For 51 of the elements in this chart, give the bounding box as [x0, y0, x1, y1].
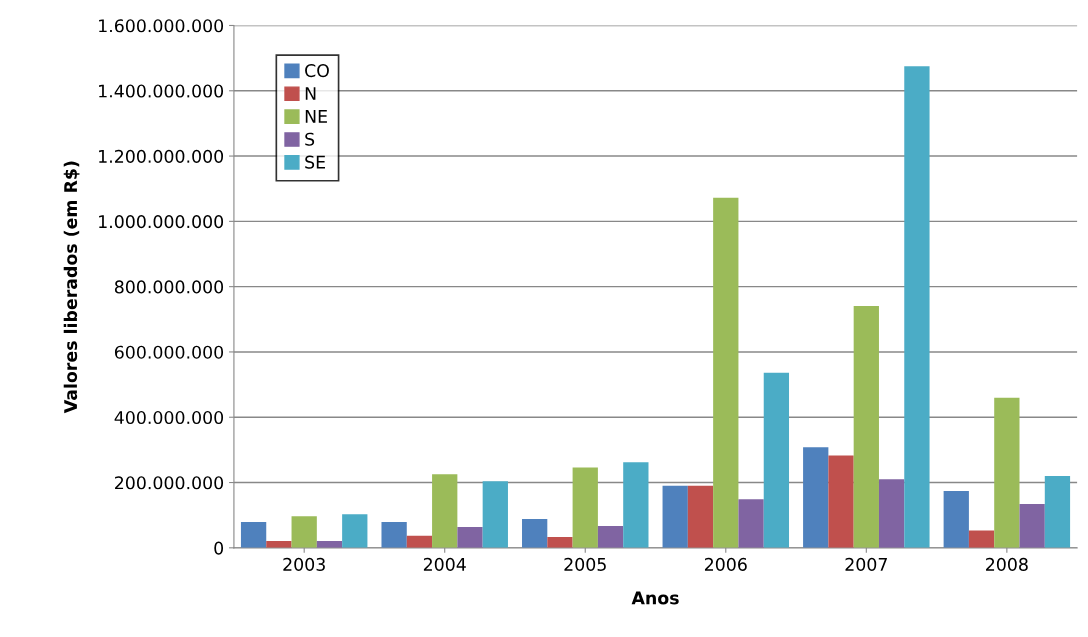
bar: [432, 474, 458, 548]
bar: [266, 540, 292, 548]
y-tick-label: 1.400.000.000: [99, 84, 224, 98]
bar: [662, 485, 688, 548]
y-tick-label: 600.000.000: [114, 345, 224, 359]
y-tick-label: 0: [214, 541, 224, 555]
y-tick-label: 400.000.000: [114, 410, 224, 425]
bar: [943, 491, 969, 548]
bar: [738, 499, 764, 548]
bar: [597, 525, 624, 548]
bar: [968, 530, 995, 548]
legend-label: N: [305, 87, 316, 100]
bar: [1019, 504, 1045, 548]
bar: [522, 519, 548, 548]
bar: [572, 467, 598, 548]
bar: [763, 372, 790, 548]
bar: [803, 447, 829, 548]
bar: [482, 481, 508, 548]
bar: [878, 479, 905, 548]
x-tick-label: 2004: [423, 557, 466, 571]
y-tick-label: 800.000.000: [114, 280, 224, 294]
x-tick-label: 2006: [704, 557, 747, 571]
y-tick-label: 200.000.000: [115, 476, 224, 490]
y-tick-label: 1.000.000.000: [99, 215, 224, 229]
bar: [240, 522, 267, 548]
legend-label: SE: [305, 155, 325, 169]
y-axis-title: Valores liberados (em R$): [63, 161, 80, 414]
y-tick-label: 1.200.000.000: [99, 149, 224, 163]
bar: [853, 305, 879, 548]
bar: [623, 462, 649, 548]
bar: [994, 397, 1020, 548]
legend-label: S: [305, 132, 315, 146]
bar: [457, 526, 483, 548]
bar: [291, 516, 317, 548]
x-tick-label: 2005: [564, 557, 606, 571]
bar: [828, 455, 854, 548]
bar: [713, 197, 739, 548]
x-axis-title: Anos: [631, 591, 679, 605]
bar: [1044, 476, 1071, 548]
x-tick-label: 2008: [986, 557, 1028, 571]
bar: [342, 514, 368, 548]
x-tick-label: 2003: [283, 557, 325, 571]
legend-label: NE: [305, 110, 327, 123]
bar: [687, 485, 714, 548]
x-tick-label: 2007: [845, 557, 887, 571]
bar: [406, 535, 433, 548]
y-tick-label: 1.600.000.000: [99, 19, 224, 33]
bar: [904, 66, 930, 548]
legend-label: CO: [305, 64, 329, 78]
bar: [381, 522, 407, 548]
bar: [547, 537, 573, 548]
